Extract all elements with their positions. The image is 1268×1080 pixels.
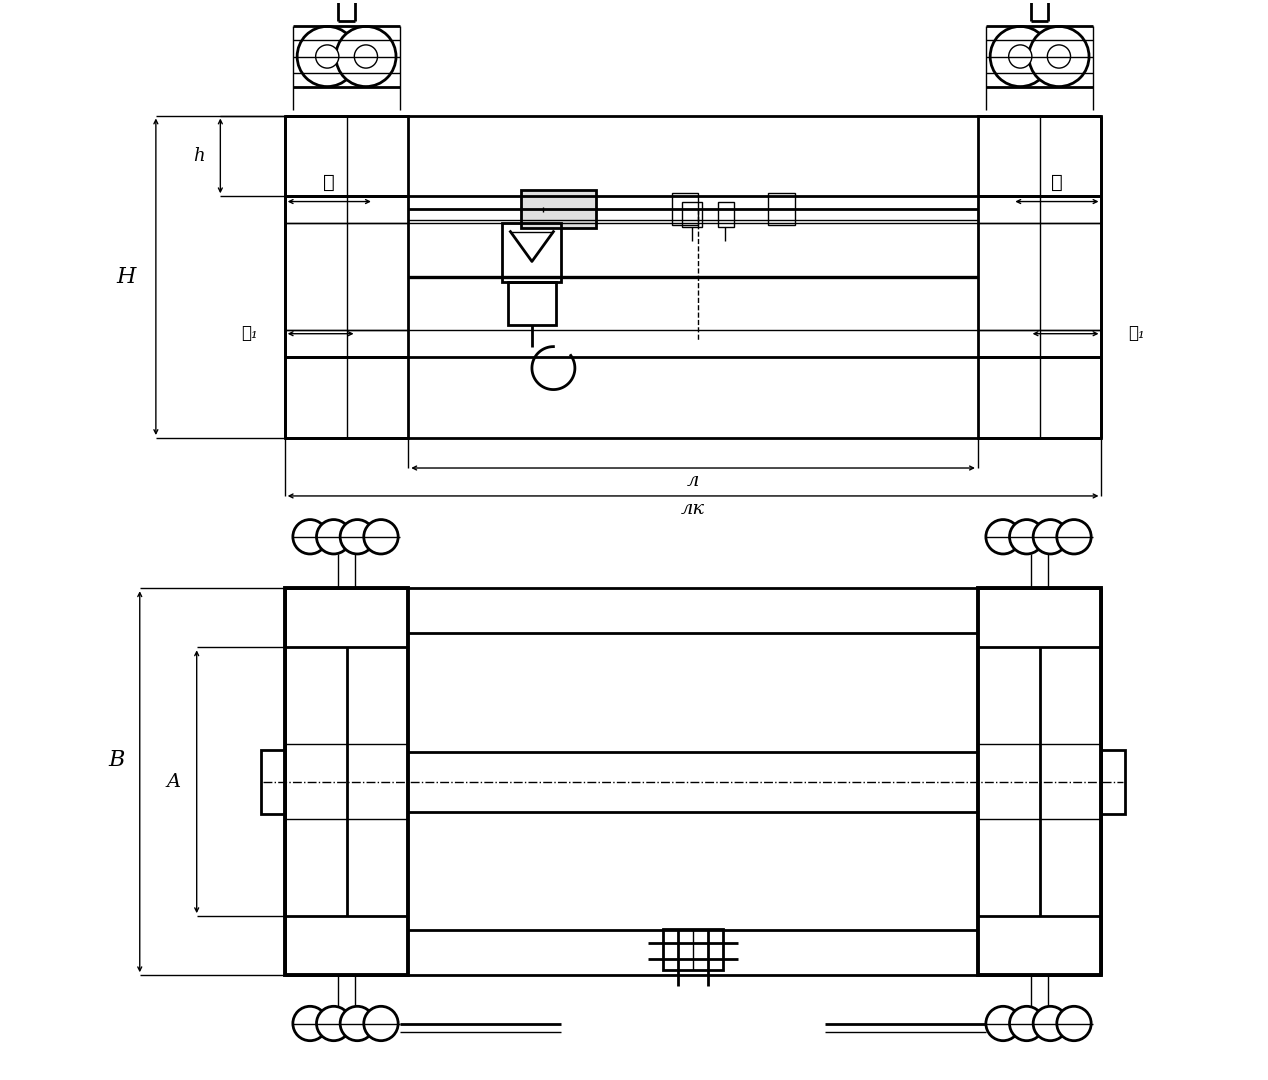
Text: A: A	[166, 773, 180, 791]
Circle shape	[317, 1007, 351, 1041]
Text: л: л	[687, 472, 699, 490]
Circle shape	[1033, 519, 1068, 554]
Circle shape	[1047, 45, 1070, 68]
Bar	[502, 224, 562, 282]
Bar	[672, 193, 699, 226]
Text: ℓ₁: ℓ₁	[1129, 325, 1145, 342]
Circle shape	[1033, 1007, 1068, 1041]
Bar	[261, 750, 285, 814]
Circle shape	[316, 45, 339, 68]
Text: ℓ: ℓ	[1051, 174, 1063, 192]
Circle shape	[340, 519, 374, 554]
Bar	[285, 116, 408, 437]
Circle shape	[1056, 1007, 1092, 1041]
Circle shape	[364, 519, 398, 554]
Circle shape	[1008, 45, 1032, 68]
Bar	[285, 589, 408, 975]
Circle shape	[293, 519, 327, 554]
Circle shape	[336, 26, 396, 86]
Circle shape	[354, 45, 378, 68]
Circle shape	[364, 1007, 398, 1041]
Text: ℓ: ℓ	[323, 174, 335, 192]
Circle shape	[293, 1007, 327, 1041]
Circle shape	[987, 519, 1021, 554]
Bar	[508, 282, 555, 325]
Bar	[1102, 750, 1125, 814]
Circle shape	[1056, 519, 1092, 554]
Circle shape	[297, 26, 358, 86]
Circle shape	[987, 1007, 1021, 1041]
Text: лк: лк	[681, 500, 705, 517]
Circle shape	[990, 26, 1050, 86]
Text: H: H	[117, 266, 136, 287]
Circle shape	[317, 519, 351, 554]
Bar	[768, 193, 795, 226]
Bar	[978, 589, 1102, 975]
Text: h: h	[193, 147, 204, 165]
Bar	[978, 116, 1102, 437]
Bar	[663, 929, 723, 970]
Text: B: B	[108, 750, 124, 771]
Circle shape	[1009, 1007, 1044, 1041]
Bar	[521, 190, 596, 228]
Bar	[718, 202, 734, 227]
Circle shape	[1028, 26, 1089, 86]
Circle shape	[1009, 519, 1044, 554]
Bar	[682, 202, 701, 227]
Text: ℓ₁: ℓ₁	[241, 325, 257, 342]
Circle shape	[340, 1007, 374, 1041]
